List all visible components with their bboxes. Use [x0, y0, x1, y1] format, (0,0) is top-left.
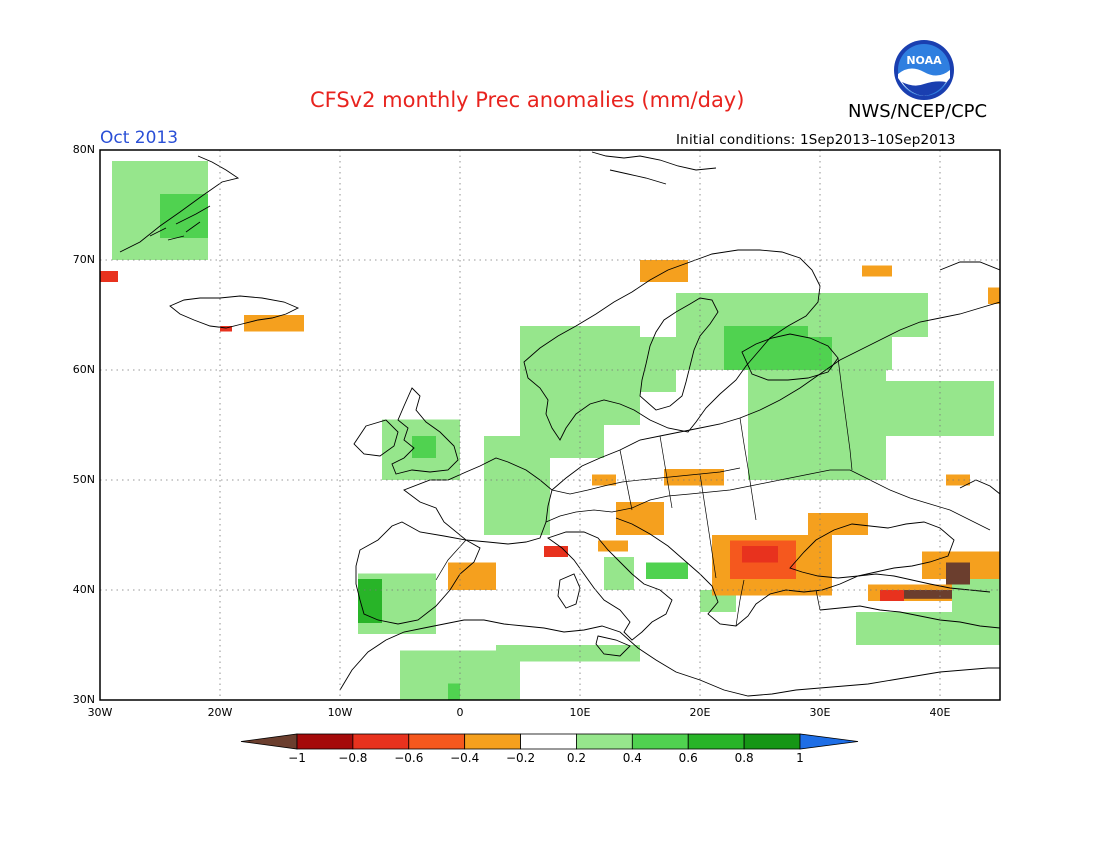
- anomaly-region-2: [100, 271, 118, 282]
- noaa-logo-icon: NOAA: [894, 40, 954, 100]
- colorbar-bin-pos1: [576, 733, 633, 750]
- anomaly-region-8: [358, 579, 382, 623]
- anomaly-region-30: [616, 502, 664, 535]
- lon-tick-label: 0: [456, 706, 464, 719]
- lon-tick-label: 10W: [327, 706, 353, 719]
- colorbar-tick-label: −0.8: [338, 751, 368, 765]
- initial-conditions-label: Initial conditions: 1Sep2013–10Sep2013: [676, 132, 956, 148]
- colorbar-tick-label: −0.2: [505, 751, 536, 765]
- colorbar: [240, 733, 859, 750]
- colorbar-tick-label: 1: [796, 751, 804, 765]
- colorbar-bin-zero: [520, 733, 577, 750]
- anomaly-region-29: [742, 546, 778, 563]
- anomaly-region-27: [808, 513, 868, 535]
- lat-tick-label: 50N: [72, 473, 95, 486]
- anomaly-region-22: [646, 562, 688, 579]
- map-title: CFSv2 monthly Prec anomalies (mm/day): [310, 88, 745, 112]
- colorbar-bin-pos4: [743, 733, 801, 750]
- anomaly-region-44: [988, 287, 1000, 304]
- anomaly-region-35: [544, 546, 568, 557]
- anomaly-region-6: [412, 436, 436, 458]
- anomaly-layer: [100, 161, 1000, 700]
- anomaly-region-21: [604, 557, 634, 590]
- colorbar-over-arrow: [799, 733, 859, 750]
- lat-tick-label: 80N: [72, 143, 95, 156]
- anomaly-region-3: [244, 315, 304, 332]
- anomaly-region-1: [160, 194, 208, 238]
- anomaly-region-4: [220, 326, 232, 332]
- colorbar-bin-neg1: [464, 733, 521, 750]
- anomaly-region-15: [628, 337, 676, 392]
- anomaly-region-19: [820, 381, 994, 436]
- anomaly-region-43: [862, 265, 892, 277]
- lon-tick-label: 40E: [929, 706, 951, 719]
- lat-tick-label: 30N: [72, 693, 95, 706]
- lon-tick-label: 20E: [689, 706, 711, 719]
- anomaly-region-38: [880, 590, 904, 601]
- forecast-month-label: Oct 2013: [100, 128, 179, 148]
- graticule-layer: [100, 150, 1000, 700]
- colorbar-bin-neg3: [352, 733, 410, 750]
- anomaly-region-12: [520, 425, 604, 458]
- colorbar-bin-pos2: [631, 733, 689, 750]
- colorbar-tick-label: 0.4: [622, 751, 642, 765]
- anomaly-region-13: [496, 645, 640, 662]
- colorbar-tick-label: −0.4: [450, 751, 480, 765]
- anomaly-region-10: [448, 683, 460, 700]
- lon-tick-label: 30E: [809, 706, 831, 719]
- lon-tick-label: 20W: [207, 706, 233, 719]
- colorbar-tick-label: 0.6: [678, 751, 698, 765]
- anomaly-region-20: [808, 293, 928, 337]
- colorbar-under-arrow: [240, 733, 298, 750]
- colorbar-tick-label: −1: [288, 751, 306, 765]
- colorbar-bin-neg2: [408, 733, 466, 750]
- anomaly-region-42: [640, 260, 688, 282]
- lon-tick-label: 10E: [569, 706, 591, 719]
- colorbar-bin-neg4: [296, 733, 354, 750]
- lat-tick-label: 40N: [72, 583, 95, 596]
- anomaly-region-32: [664, 469, 724, 486]
- colorbar-tick-label: 0.8: [734, 751, 754, 765]
- anomaly-region-34: [448, 562, 496, 590]
- lat-tick-label: 60N: [72, 363, 95, 376]
- anomaly-region-24: [856, 612, 1000, 645]
- anomaly-region-39: [904, 590, 952, 599]
- agency-label: NWS/NCEP/CPC: [848, 101, 988, 122]
- colorbar-tick-label: −0.6: [394, 751, 424, 765]
- noaa-logo-text: NOAA: [906, 54, 942, 67]
- anomaly-region-40: [946, 562, 970, 585]
- anomaly-region-33: [592, 474, 616, 486]
- colorbar-bin-pos3: [687, 733, 745, 750]
- anomaly-region-31: [598, 540, 628, 552]
- coastline-layer: [119, 151, 1000, 697]
- lon-tick-label: 30W: [87, 706, 113, 719]
- lat-tick-label: 70N: [72, 253, 95, 266]
- map-frame: [99, 149, 1001, 701]
- colorbar-tick-label: 0.2: [566, 751, 586, 765]
